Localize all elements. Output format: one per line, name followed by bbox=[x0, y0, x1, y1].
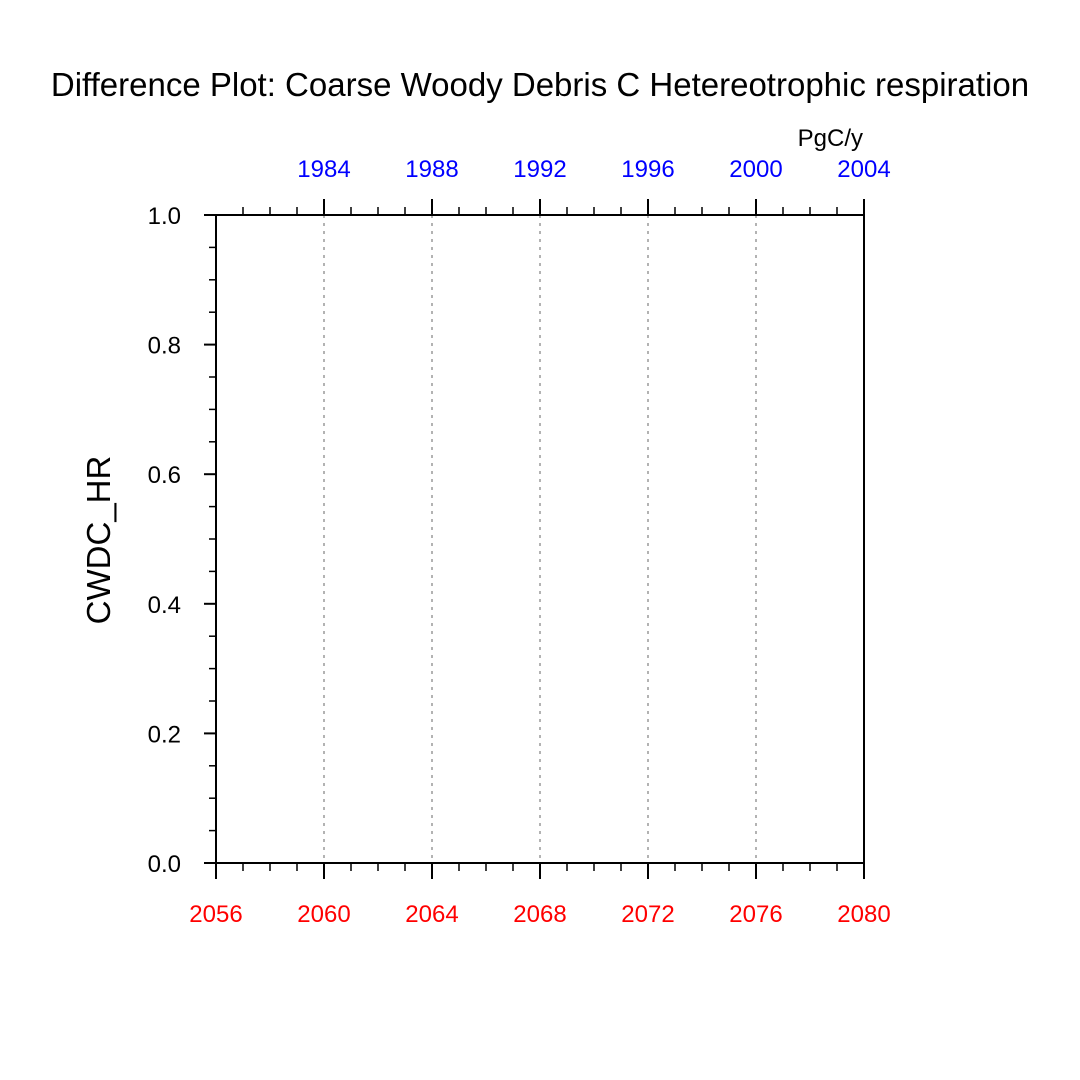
bottom-tick-label: 2076 bbox=[729, 901, 782, 928]
y-tick-label: 0.8 bbox=[148, 333, 181, 360]
top-tick-label: 2000 bbox=[729, 156, 782, 183]
bottom-tick-label: 2080 bbox=[837, 901, 890, 928]
bottom-tick-label: 2068 bbox=[513, 901, 566, 928]
y-tick-label: 1.0 bbox=[148, 203, 181, 230]
bottom-tick-label: 2060 bbox=[297, 901, 350, 928]
grid-lines bbox=[323, 215, 757, 863]
y-tick-label: 0.6 bbox=[148, 462, 181, 489]
y-tick-label: 0.4 bbox=[148, 592, 181, 619]
chart-title: Difference Plot: Coarse Woody Debris C H… bbox=[51, 66, 1029, 103]
y-axis-label: CWDC_HR bbox=[80, 456, 117, 625]
bottom-tick-label: 2072 bbox=[621, 901, 674, 928]
bottom-tick-labels: 2056 2060 2064 2068 2072 2076 2080 bbox=[189, 901, 890, 928]
top-tick-label: 1988 bbox=[405, 156, 458, 183]
y-tick-label: 0.2 bbox=[148, 721, 181, 748]
top-tick-labels: 1984 1988 1992 1996 2000 2004 bbox=[297, 156, 890, 183]
top-tick-label: 1996 bbox=[621, 156, 674, 183]
top-tick-label: 1984 bbox=[297, 156, 350, 183]
bottom-tick-label: 2056 bbox=[189, 901, 242, 928]
y-tick-label: 0.0 bbox=[148, 851, 181, 878]
y-tick-labels: 0.0 0.2 0.4 0.6 0.8 1.0 bbox=[148, 203, 181, 878]
top-tick-label: 1992 bbox=[513, 156, 566, 183]
units-label: PgC/y bbox=[798, 125, 863, 152]
bottom-tick-label: 2064 bbox=[405, 901, 458, 928]
plot-frame bbox=[215, 214, 865, 864]
top-tick-label: 2004 bbox=[837, 156, 890, 183]
axis-ticks bbox=[204, 199, 865, 879]
